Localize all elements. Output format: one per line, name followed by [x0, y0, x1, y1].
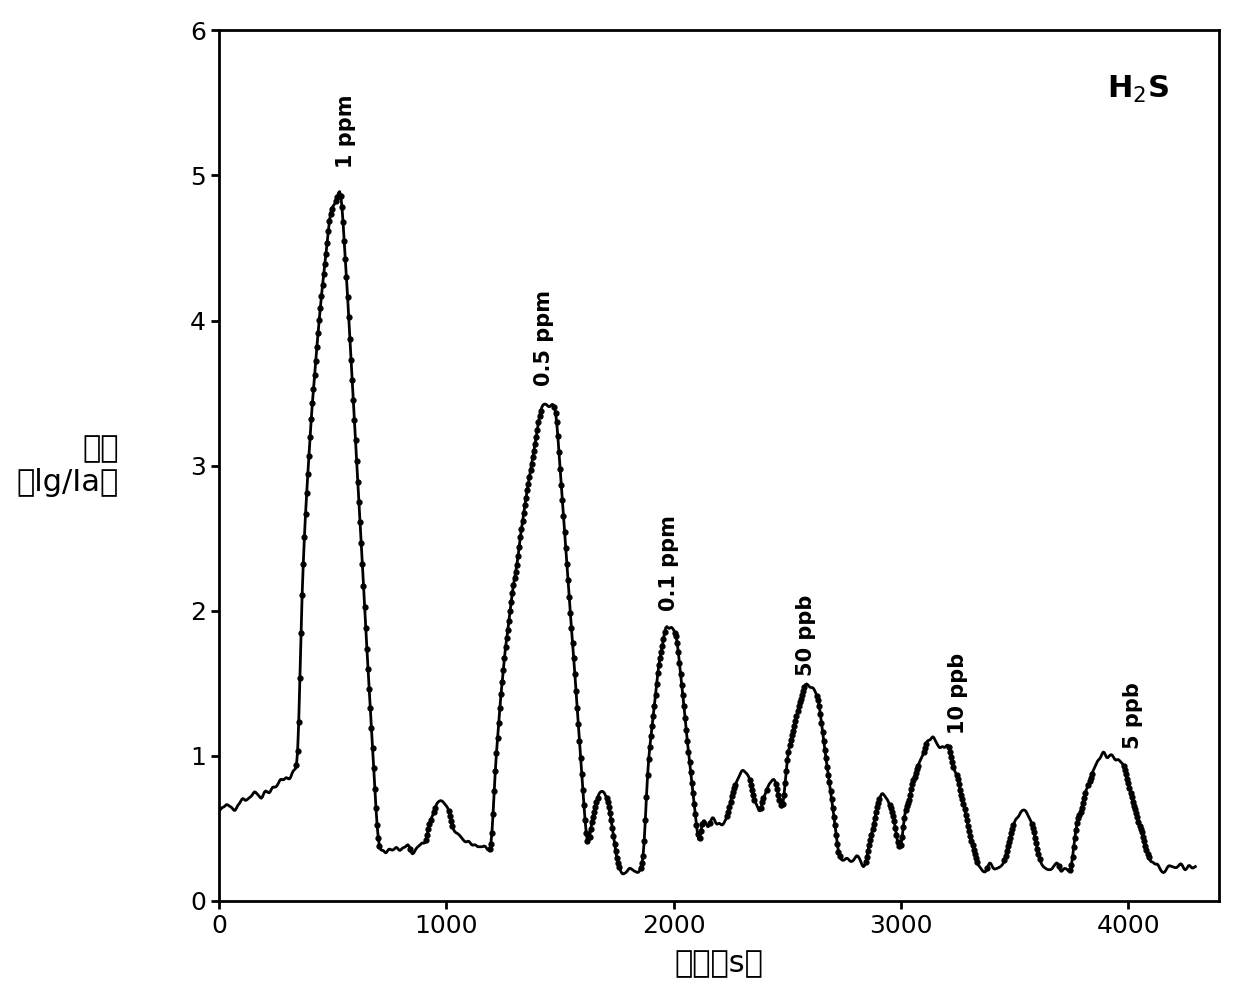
- Text: 10 ppb: 10 ppb: [947, 652, 967, 734]
- Text: 50 ppb: 50 ppb: [796, 594, 816, 676]
- X-axis label: 时间（s）: 时间（s）: [675, 949, 764, 978]
- Text: 0.5 ppm: 0.5 ppm: [534, 290, 554, 386]
- Text: H$_2$S: H$_2$S: [1107, 74, 1169, 105]
- Text: 0.1 ppm: 0.1 ppm: [660, 514, 680, 610]
- Y-axis label: 响应
（lg/Ia）: 响应 （lg/Ia）: [17, 435, 119, 497]
- Text: 1 ppm: 1 ppm: [336, 95, 356, 168]
- Text: 5 ppb: 5 ppb: [1122, 681, 1143, 748]
